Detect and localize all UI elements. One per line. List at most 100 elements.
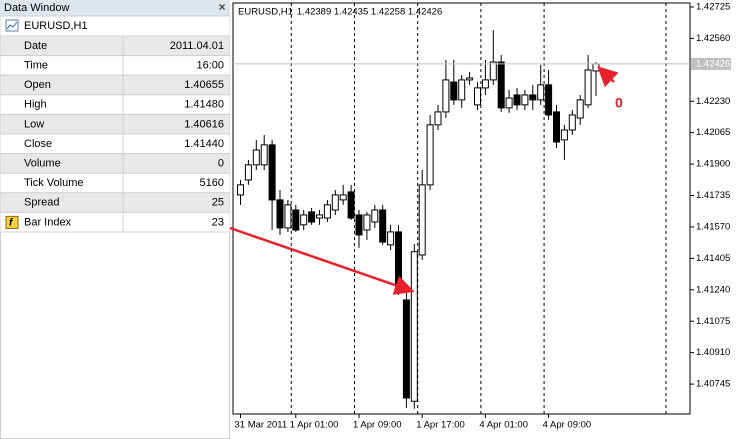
candle-body [576,99,584,119]
candle-body [450,81,458,101]
current-price-box [691,57,731,70]
close-button[interactable]: × [218,0,225,14]
x-tick-label: 4 Apr 01:00 [479,420,528,431]
row-value: 2011.04.01 [170,40,224,52]
x-tick-label: 4 Apr 09:00 [543,420,592,431]
candle-body [568,114,576,131]
row-value: 23 [212,216,224,228]
row-label: Time [24,60,48,72]
candle-body [521,94,529,106]
plot-area [232,2,691,415]
candle-body [316,214,324,219]
candle-body [402,299,410,399]
y-tick-label: 1.42560 [696,33,730,44]
candle-body [363,214,371,231]
candle-body [394,231,403,293]
row-label: High [24,99,47,111]
function-icon [5,215,19,229]
candle-body [489,61,497,81]
panel-title-bar[interactable] [0,0,230,16]
annotation: 0 [615,95,623,111]
chart-title: EURUSD,H1 [238,7,293,18]
chart-icon-line [6,21,18,30]
header-high: 1.42435 [334,7,368,18]
candle-body [410,251,418,402]
candle-body [466,77,474,81]
header-low: 1.42258 [371,7,405,18]
candle-body [584,69,592,106]
row-label: Open [24,79,51,91]
candle-body [560,129,568,141]
candle-body [347,191,355,219]
x-tick-label: 1 Apr 09:00 [353,420,402,431]
candle-body [292,209,300,231]
candle-body [244,164,252,181]
row-label: Bar Index [24,216,72,228]
candle-body [537,84,545,101]
x-tick-label: 1 Apr 01:00 [290,420,339,431]
y-tick-label: 1.41900 [696,159,730,170]
row-label: Low [24,118,44,130]
chart-icon [5,19,19,32]
y-tick-label: 1.41240 [696,284,730,295]
y-tick-label: 1.41075 [696,316,730,327]
candle-body [308,211,316,223]
y-tick-label: 1.40745 [696,379,730,390]
row-label: Close [24,138,52,150]
header-open: 1.42389 [297,7,331,18]
candle-body [426,124,434,186]
header-close: 1.42426 [408,7,442,18]
candle-body [473,87,481,106]
y-tick-label: 1.42230 [696,96,730,107]
candle-body [434,111,442,126]
data-rows: Date 2011.04.01 Time 16:00 Open 1.40655 High 1.… [0,35,231,233]
current-price-label: 1.42426 [696,58,730,69]
y-tick-label: 1.41405 [696,253,730,264]
candle-body [276,199,284,229]
candle-body [592,63,600,72]
candle-body [529,94,537,101]
row-value: 1.40655 [184,79,224,91]
candle-body [552,111,560,143]
candle-body [497,61,505,109]
row-value: 1.40616 [184,118,224,130]
candle-body [387,231,395,246]
y-tick-label: 1.41735 [696,190,730,201]
symbol: EURUSD,H1 [24,20,88,32]
candle-body [442,79,450,113]
row-label: Spread [24,197,59,209]
candle-body [418,184,426,256]
candle-body [505,97,513,109]
panel-title: Data Window [4,2,69,14]
y-tick-label: 1.42065 [696,127,730,138]
pointer-arrow [597,66,619,88]
chart: 1.42725 1.42560 1.42230 1.42065 1.41900 1.417… [233,1,731,431]
candle-body [481,79,489,89]
candle-body [237,184,245,196]
candle-body [260,144,268,166]
y-tick-label: 1.41570 [696,221,730,232]
row-value: 25 [212,197,224,209]
candle-body [339,194,347,201]
row-value: 16:00 [196,60,224,72]
y-tick-label: 1.40910 [696,347,730,358]
row-value: 5160 [200,177,224,189]
candle-body [331,194,339,211]
candle-body [284,204,292,229]
candle-body [545,84,553,116]
candle-body [252,149,260,166]
candle-body [355,214,363,236]
x-tick-label: 1 Apr 17:00 [416,420,465,431]
row-label: Volume [24,158,61,170]
candle-body [371,209,379,223]
row-label: Tick Volume [24,177,84,189]
row-label: Date [24,40,47,52]
row-value: 1.41440 [184,138,224,150]
candle-body [379,209,387,243]
function-icon-glyph: f [9,218,14,229]
candle-body [323,204,331,219]
row-value: 0 [218,158,224,170]
y-tick-label: 1.42725 [696,1,730,12]
